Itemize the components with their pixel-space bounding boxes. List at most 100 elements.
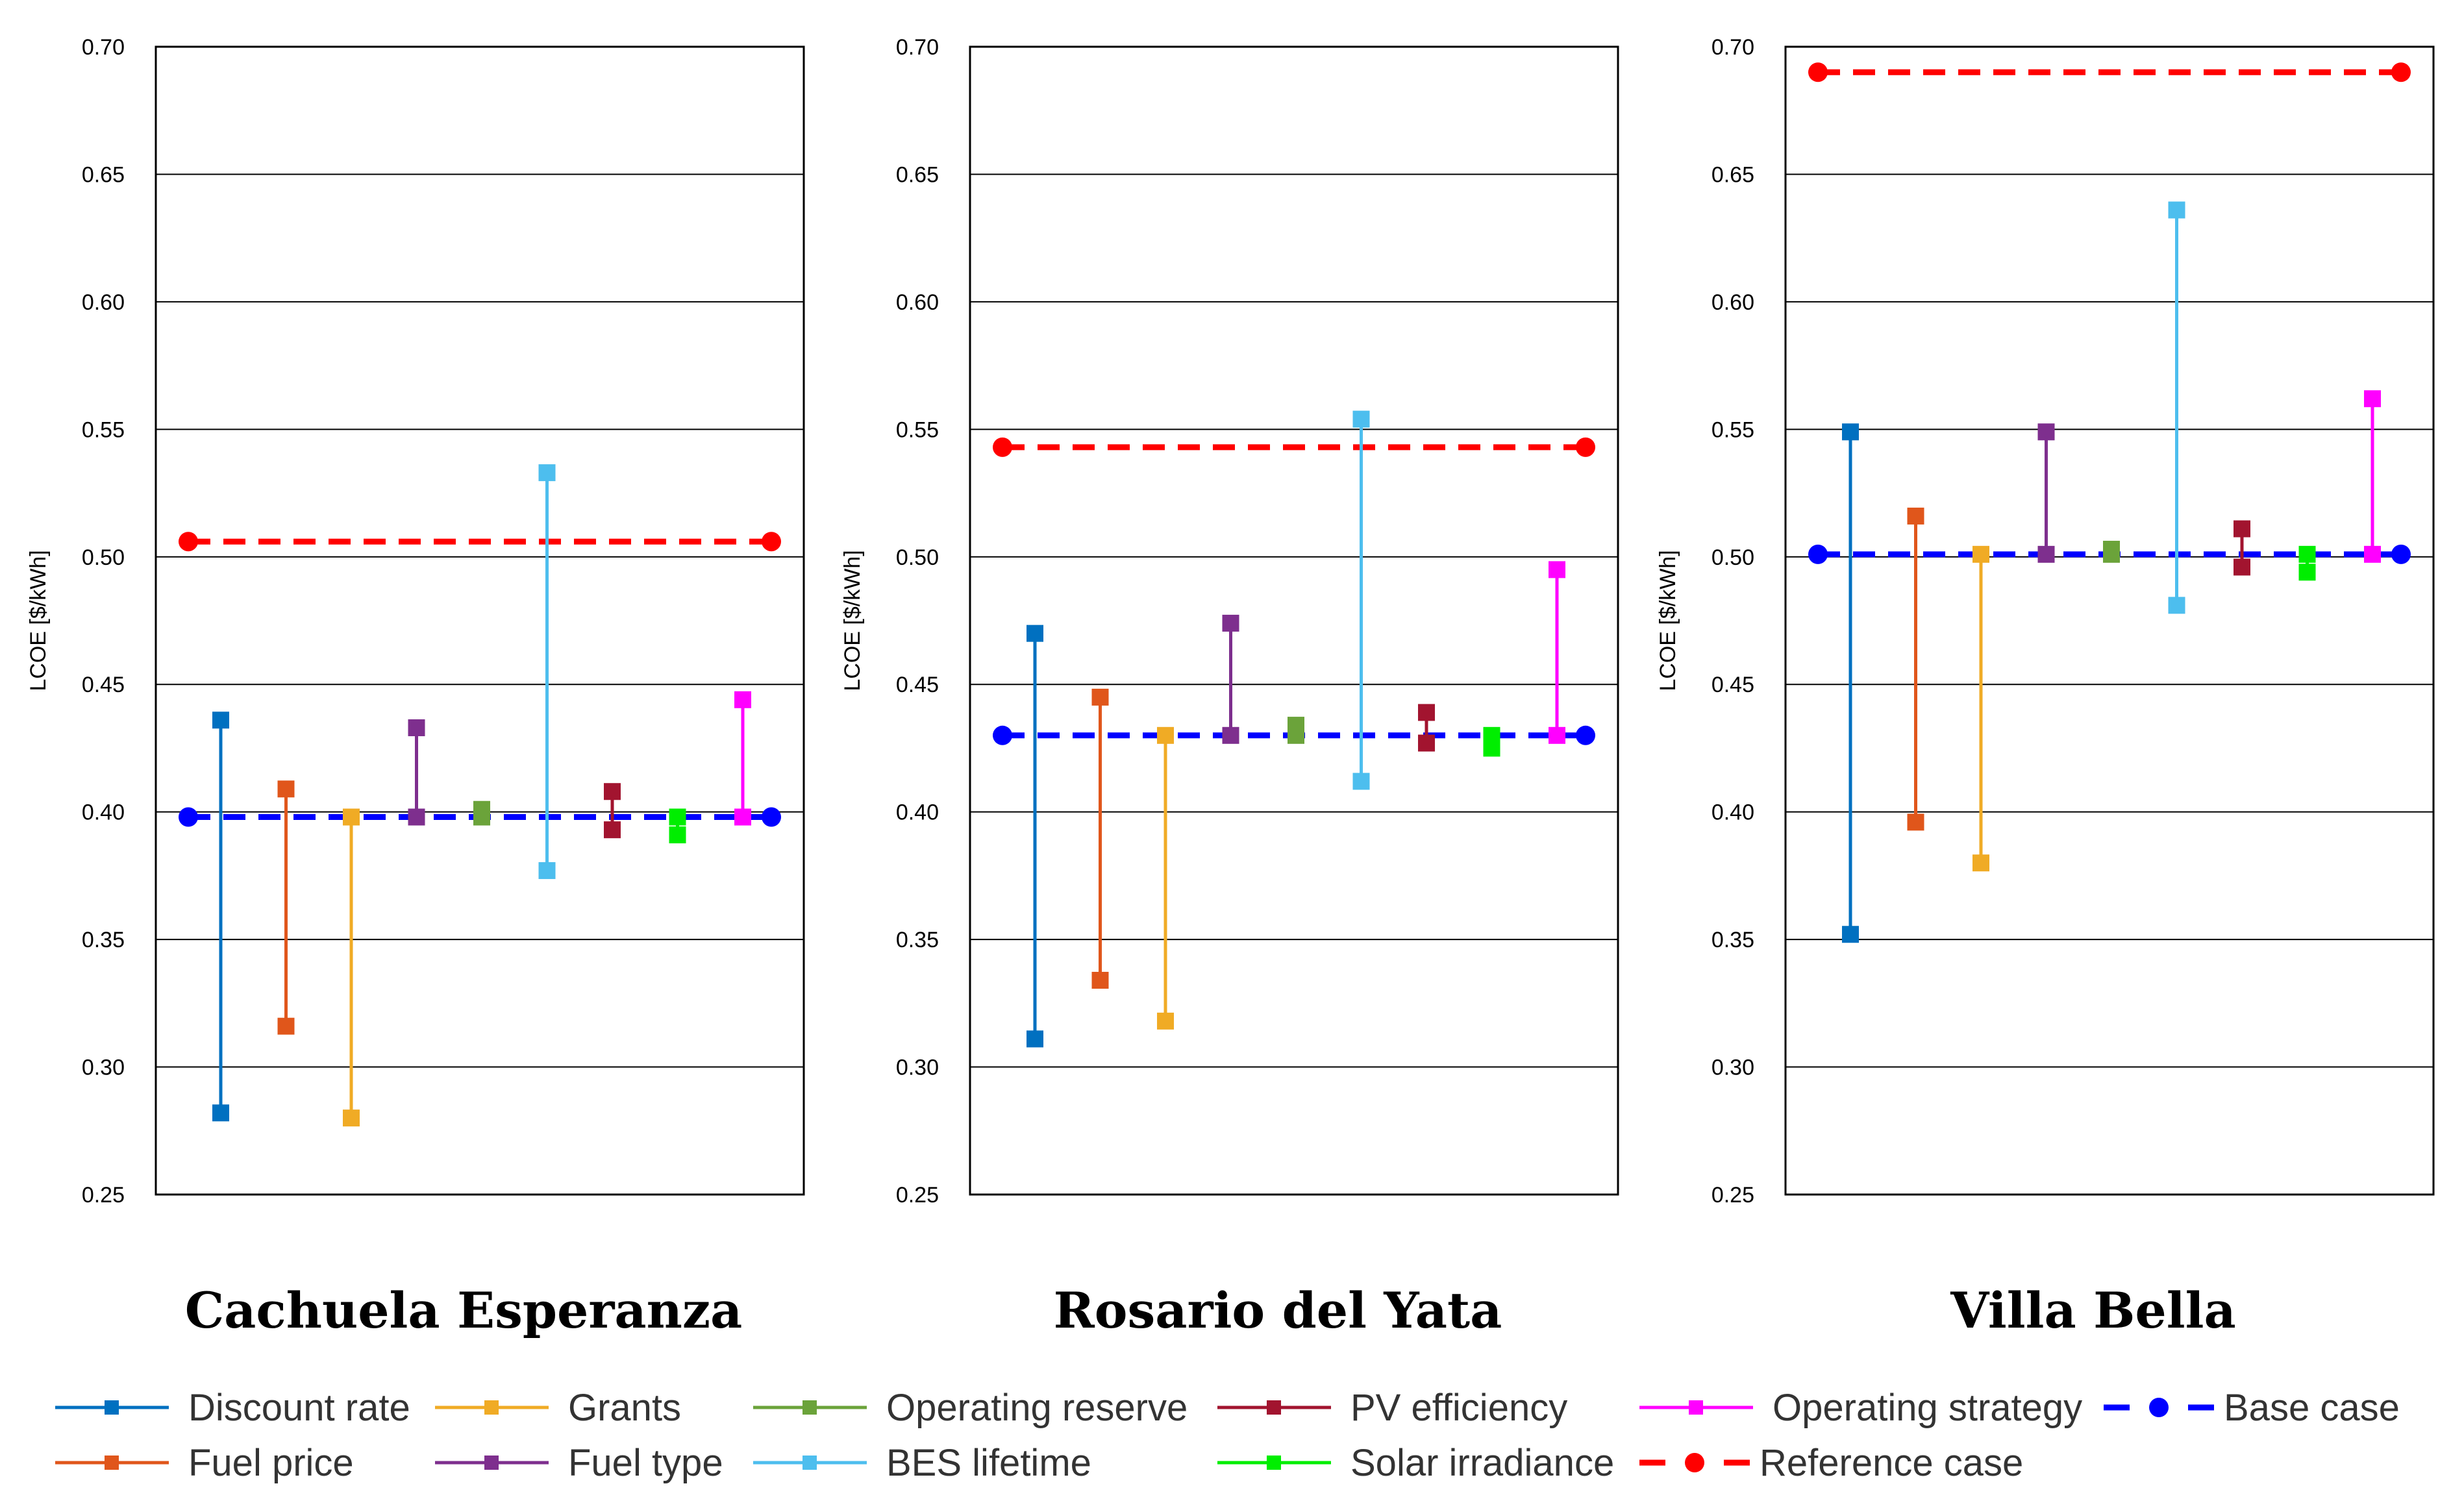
base-case-right-dot (1576, 725, 1595, 745)
y-tick-label: 0.65 (82, 162, 125, 187)
y-tick-label: 0.70 (82, 35, 125, 60)
discount-rate-low-marker (1027, 1030, 1043, 1048)
y-tick-label: 0.35 (82, 928, 125, 952)
legend-item-solar-irradiance: Solar irradiance (1217, 1442, 1614, 1484)
fuel-type-low-marker (1222, 726, 1239, 744)
legend-label: Reference case (1760, 1442, 2023, 1484)
fuel-price-high-marker (1091, 688, 1109, 706)
y-tick-label: 0.30 (896, 1056, 939, 1080)
reference-case-left-dot (179, 532, 198, 552)
y-tick-label: 0.30 (1711, 1056, 1754, 1080)
y-tick-label: 0.25 (82, 1183, 125, 1208)
bes-lifetime-low-marker (538, 862, 556, 880)
y-tick-label: 0.45 (896, 673, 939, 697)
solar-irradiance-high-marker (1483, 726, 1500, 744)
bes-lifetime-high-marker (2168, 201, 2185, 219)
operating-strategy-low-marker (1549, 726, 1565, 744)
y-axis-label: LCOE [$/kWh] (840, 550, 865, 691)
legend-label: BES lifetime (886, 1442, 1091, 1484)
legend-item-base-case: Base case (2104, 1387, 2400, 1429)
base-case-left-dot (179, 807, 198, 827)
reference-case-right-dot (1576, 437, 1595, 457)
y-tick-label: 0.50 (896, 545, 939, 570)
pv-efficiency-low-marker (1418, 734, 1435, 752)
y-tick-label: 0.55 (896, 417, 939, 442)
y-tick-label: 0.55 (1711, 417, 1754, 442)
y-tick-label: 0.40 (82, 800, 125, 825)
solar-irradiance-high-marker (669, 808, 686, 826)
legend-marker (105, 1400, 119, 1415)
legend-item-discount-rate: Discount rate (55, 1387, 410, 1429)
legend-dot (2149, 1398, 2169, 1417)
legend-marker (1267, 1400, 1281, 1415)
fuel-price-high-marker (277, 780, 295, 798)
legend-label: Base case (2224, 1387, 2400, 1429)
grants-low-marker (343, 1109, 360, 1127)
legend-marker (1267, 1456, 1281, 1470)
y-tick-label: 0.30 (82, 1056, 125, 1080)
fuel-price-low-marker (1091, 971, 1109, 989)
y-tick-label: 0.60 (896, 290, 939, 315)
legend-item-fuel-type: Fuel type (435, 1442, 723, 1484)
legend-item-fuel-price: Fuel price (55, 1442, 354, 1484)
y-tick-label: 0.45 (1711, 673, 1754, 697)
fuel-price-high-marker (1907, 507, 1924, 525)
legend-marker (484, 1456, 499, 1470)
legend-marker (105, 1456, 119, 1470)
solar-irradiance-low-marker (669, 826, 686, 844)
y-tick-label: 0.25 (1711, 1183, 1754, 1208)
legend-label: Discount rate (188, 1387, 410, 1429)
y-tick-label: 0.60 (82, 290, 125, 315)
legend-marker (803, 1456, 817, 1470)
operating-strategy-high-marker (734, 691, 751, 708)
grants-high-marker (1157, 726, 1174, 744)
y-tick-label: 0.45 (82, 673, 125, 697)
panel-title: Villa Bella (1950, 1282, 2236, 1339)
y-tick-label: 0.65 (1711, 162, 1754, 187)
panel-cachuela-esperanza: 0.25 0.30 0.35 0.40 0.45 0.50 0.55 0.60 0.65 0.70… (26, 35, 805, 1339)
bes-lifetime-low-marker (2168, 597, 2185, 614)
legend-item-bes-lifetime: BES lifetime (753, 1442, 1091, 1484)
y-axis-label: LCOE [$/kWh] (26, 550, 51, 691)
pv-efficiency-low-marker (604, 821, 621, 839)
panel-villa-bella: 0.25 0.30 0.35 0.40 0.45 0.50 0.55 0.60 0.65 0.70… (1656, 35, 2435, 1339)
reference-case-left-dot (1808, 62, 1828, 82)
y-tick-label: 0.50 (82, 545, 125, 570)
legend-label: Operating strategy (1773, 1387, 2082, 1429)
panel-rosario-del-yata: 0.25 0.30 0.35 0.40 0.45 0.50 0.55 0.60 0.65 0.70… (840, 35, 1619, 1339)
grants-low-marker (1157, 1012, 1174, 1030)
y-tick-label: 0.60 (1711, 290, 1754, 315)
fuel-type-low-marker (2037, 545, 2055, 563)
legend-label: Fuel type (568, 1442, 723, 1484)
fuel-price-low-marker (277, 1017, 295, 1035)
grants-high-marker (343, 808, 360, 826)
solar-irradiance-low-marker (2298, 564, 2316, 581)
reference-case-right-dot (762, 532, 781, 552)
y-tick-label: 0.35 (896, 928, 939, 952)
legend-item-pv-efficiency: PV efficiency (1217, 1387, 1567, 1429)
legend-item-operating-strategy: Operating strategy (1639, 1387, 2082, 1429)
grants-high-marker (1972, 545, 1989, 563)
fuel-type-high-marker (408, 719, 425, 737)
legend-item-grants: Grants (435, 1387, 681, 1429)
legend-label: Grants (568, 1387, 681, 1429)
plot-frame (969, 45, 1619, 1196)
discount-rate-low-marker (1842, 926, 1859, 943)
legend-marker (1689, 1400, 1703, 1415)
panel-title: Rosario del Yata (1054, 1282, 1502, 1339)
discount-rate-high-marker (1027, 625, 1043, 642)
base-case-left-dot (1808, 544, 1828, 564)
y-tick-label: 0.40 (1711, 800, 1754, 825)
legend-marker (803, 1400, 817, 1415)
operating-reserve-high-marker (1288, 717, 1304, 734)
legend-label: Solar irradiance (1350, 1442, 1614, 1484)
pv-efficiency-high-marker (604, 783, 621, 800)
grants-low-marker (1972, 854, 1989, 872)
y-tick-label: 0.35 (1711, 928, 1754, 952)
base-case-left-dot (993, 725, 1012, 745)
fuel-type-high-marker (2037, 423, 2055, 441)
operating-strategy-high-marker (1549, 561, 1565, 578)
legend-label: PV efficiency (1350, 1387, 1567, 1429)
reference-case-right-dot (2391, 62, 2411, 82)
